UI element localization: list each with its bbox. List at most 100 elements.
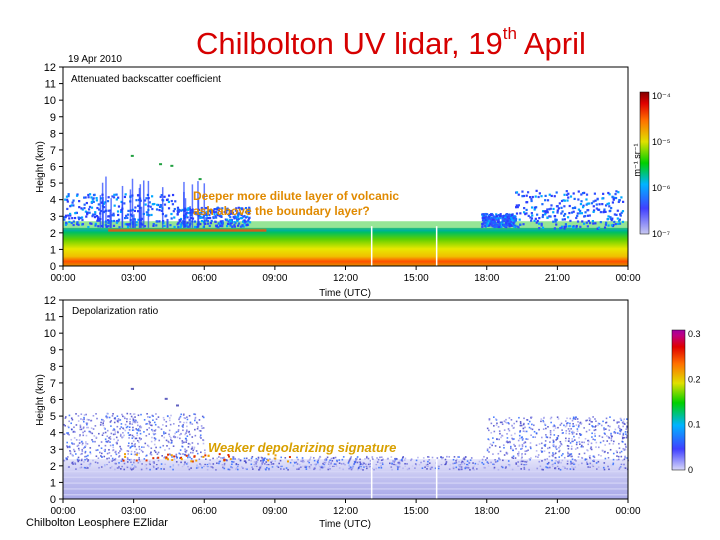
depol-speckle: [561, 459, 564, 462]
x-tick-label: 15:00: [404, 506, 429, 517]
panel-label-backscatter: Attenuated backscatter coefficient: [71, 74, 221, 85]
depol-speckle: [143, 458, 146, 460]
depol-speckle: [180, 461, 182, 464]
depol-speckle: [511, 448, 514, 451]
depol-speckle: [597, 460, 600, 463]
depol-speckle: [73, 443, 76, 445]
depol-speckle: [192, 449, 194, 452]
depol-speckle: [228, 468, 231, 471]
depol-speckle: [130, 453, 133, 456]
depol-speckle: [623, 463, 625, 466]
depol-speckle: [620, 455, 623, 458]
backscatter-speckle: [218, 222, 221, 225]
depol-speckle: [605, 417, 608, 420]
depol-speckle: [431, 466, 433, 469]
backscatter-speckle: [190, 217, 193, 220]
depol-speckle: [177, 430, 180, 433]
depol-speckle: [116, 419, 119, 422]
backscatter-speckle: [160, 194, 163, 197]
depol-speckle: [116, 442, 118, 445]
depol-speckle: [146, 444, 149, 447]
depol-speckle: [153, 443, 156, 446]
backscatter-speckle: [615, 213, 618, 216]
depol-speckle: [175, 455, 178, 458]
depol-speckle: [132, 419, 135, 422]
backscatter-speckle: [530, 219, 533, 222]
depol-speckle: [132, 418, 135, 421]
depol-speckle: [565, 430, 568, 432]
depol-speckle: [122, 436, 124, 438]
backscatter-speckle: [214, 220, 217, 223]
depol-speckle: [610, 437, 613, 440]
backscatter-speckle: [112, 212, 115, 215]
backscatter-speckle: [544, 194, 547, 198]
backscatter-speckle: [68, 217, 71, 220]
depol-speckle: [226, 459, 228, 462]
depol-speckle: [334, 456, 337, 459]
backscatter-speckle: [503, 219, 506, 222]
depol-speckle: [227, 468, 230, 471]
depol-speckle: [464, 456, 467, 458]
depol-speckle: [519, 437, 521, 440]
depol-speckle: [206, 468, 209, 471]
backscatter-speckle: [216, 206, 219, 209]
backscatter-speckle: [535, 221, 538, 224]
depol-speckle: [130, 446, 132, 448]
depol-speckle: [356, 456, 359, 458]
depol-speckle: [542, 419, 544, 422]
depol-speckle: [319, 465, 321, 468]
backscatter-speckle: [205, 217, 208, 220]
y-tick-label: 8: [50, 128, 56, 140]
depol-speckle: [396, 458, 398, 460]
depol-speckle: [332, 457, 335, 459]
depol-speckle: [626, 457, 628, 459]
depol-speckle: [223, 467, 226, 470]
depol-speckle: [511, 438, 514, 441]
depol-speckle: [494, 461, 497, 463]
depol-speckle: [78, 435, 81, 437]
depol-speckle: [572, 467, 575, 469]
depol-speckle: [120, 423, 123, 425]
depol-speckle: [252, 468, 254, 470]
depol-speckle: [427, 460, 429, 463]
depol-speckle: [545, 427, 547, 430]
backscatter-speckle: [577, 198, 580, 201]
depol-speckle: [110, 419, 113, 422]
depol-speckle: [140, 413, 142, 416]
depol-speckle: [200, 455, 203, 458]
depol-speckle: [356, 461, 359, 464]
depol-speckle: [81, 450, 84, 453]
depol-speckle: [66, 441, 68, 444]
depol-speckle: [519, 424, 522, 427]
backscatter-speckle: [173, 207, 176, 211]
backscatter-speckle: [199, 216, 202, 219]
depol-speckle: [178, 424, 180, 427]
depol-speckle: [145, 454, 148, 457]
backscatter-speckle: [179, 226, 182, 229]
depol-speckle: [133, 451, 136, 453]
depol-hot-speck: [267, 459, 270, 462]
depol-speckle: [567, 445, 570, 447]
depol-speckle: [105, 440, 108, 443]
backscatter-speckle: [583, 191, 586, 195]
depol-speckle: [595, 420, 597, 422]
backscatter-speckle: [205, 219, 208, 222]
depol-speckle: [568, 440, 570, 442]
depol-speckle: [614, 431, 617, 434]
depol-speckle: [406, 468, 409, 471]
depol-speckle: [82, 447, 85, 449]
depol-speckle: [359, 461, 361, 464]
data-gap: [435, 226, 438, 266]
backscatter-speckle: [181, 221, 184, 224]
backscatter-speckle: [603, 208, 606, 211]
depol-speckle: [459, 465, 462, 468]
backscatter-speckle: [570, 211, 574, 214]
backscatter-speckle: [208, 224, 211, 228]
depol-speckle: [401, 457, 404, 459]
backscatter-speckle: [218, 207, 221, 210]
backscatter-speckle: [611, 217, 614, 220]
depol-speckle: [579, 421, 582, 424]
depol-speckle: [113, 429, 116, 431]
backscatter-speckle: [546, 216, 549, 220]
depol-speckle: [153, 462, 156, 464]
